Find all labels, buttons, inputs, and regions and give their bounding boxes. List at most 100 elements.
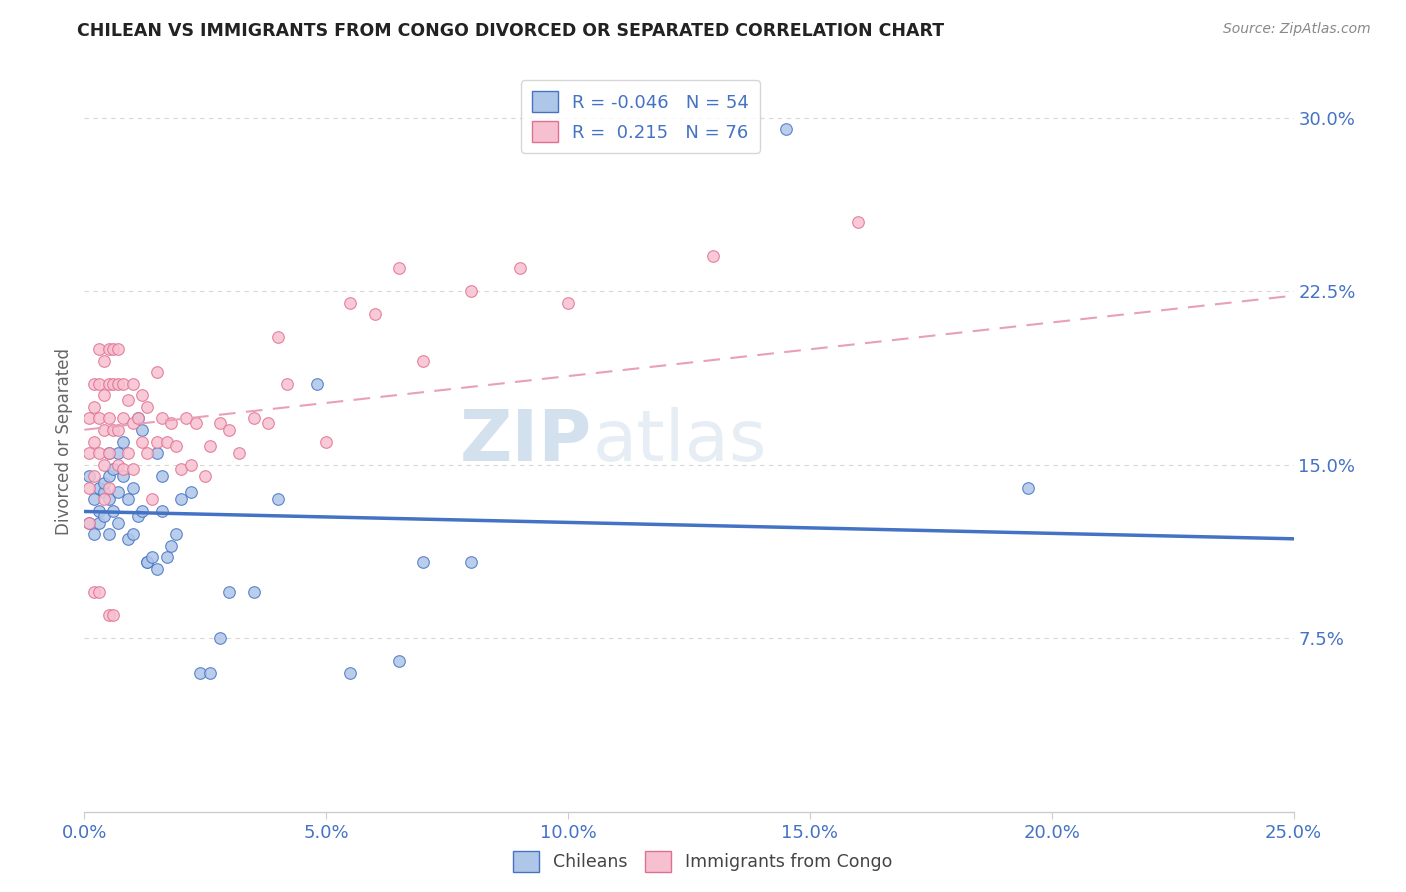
Point (77, 516, 100, 530)
Point (103, 504, 125, 518)
Point (155, 434, 177, 449)
Point (117, 392, 139, 407)
Point (131, 504, 153, 518)
Point (83, 527, 105, 541)
Legend: Chileans, Immigrants from Congo: Chileans, Immigrants from Congo (506, 844, 900, 879)
Point (121, 416, 143, 430)
Point (509, 260, 531, 275)
Point (131, 423, 153, 437)
Point (107, 342, 129, 356)
Point (412, 353, 434, 368)
Point (136, 555, 159, 569)
Point (103, 423, 125, 437)
Point (97, 411, 120, 425)
Point (190, 665, 212, 680)
Text: Source: ZipAtlas.com: Source: ZipAtlas.com (1223, 22, 1371, 37)
Point (83, 376, 105, 391)
Point (97, 446, 120, 460)
Point (363, 307, 385, 321)
Point (141, 492, 163, 507)
Point (136, 555, 159, 569)
Point (87, 585, 110, 599)
Point (388, 260, 411, 275)
Point (107, 458, 129, 472)
Point (150, 469, 173, 483)
Point (146, 562, 169, 576)
Point (107, 376, 129, 391)
Point (107, 516, 129, 530)
Point (165, 527, 187, 541)
Point (103, 462, 125, 476)
Point (93, 423, 115, 437)
Point (276, 376, 298, 391)
Point (93, 476, 115, 491)
Point (218, 585, 240, 599)
Point (87, 376, 110, 391)
Point (127, 411, 149, 425)
Point (146, 434, 169, 449)
Text: atlas: atlas (592, 407, 766, 476)
Point (846, 215, 869, 229)
Point (103, 376, 125, 391)
Point (170, 462, 193, 476)
Point (77, 469, 100, 483)
Point (121, 481, 143, 495)
Point (198, 665, 221, 680)
Point (121, 527, 143, 541)
Point (93, 508, 115, 523)
Point (77, 481, 100, 495)
Point (103, 608, 125, 623)
Point (160, 539, 183, 553)
Point (557, 295, 579, 310)
Point (315, 434, 337, 449)
Point (87, 481, 110, 495)
Point (180, 458, 202, 472)
Point (775, 122, 797, 136)
Point (150, 411, 173, 425)
Point (127, 508, 149, 523)
Point (208, 631, 231, 645)
Point (87, 516, 110, 530)
Point (146, 365, 169, 379)
Point (87, 342, 110, 356)
Point (267, 330, 290, 344)
Point (83, 492, 105, 507)
Point (117, 492, 139, 507)
Text: CHILEAN VS IMMIGRANTS FROM CONGO DIVORCED OR SEPARATED CORRELATION CHART: CHILEAN VS IMMIGRANTS FROM CONGO DIVORCE… (77, 22, 945, 40)
Point (180, 485, 202, 500)
Point (112, 411, 135, 425)
Point (170, 492, 193, 507)
Point (117, 532, 139, 546)
Point (97, 376, 120, 391)
Point (267, 492, 290, 507)
Point (83, 400, 105, 414)
Point (83, 585, 105, 599)
Point (93, 458, 115, 472)
Point (136, 400, 159, 414)
Point (165, 439, 187, 453)
Point (150, 504, 173, 518)
Point (146, 446, 169, 460)
Point (141, 550, 163, 565)
Point (97, 608, 120, 623)
Point (112, 434, 135, 449)
Point (460, 555, 482, 569)
Point (87, 504, 110, 518)
Point (388, 654, 411, 668)
Point (1017, 481, 1039, 495)
Point (242, 411, 264, 425)
Y-axis label: Divorced or Separated: Divorced or Separated (55, 348, 73, 535)
Point (228, 446, 250, 460)
Legend: R = -0.046   N = 54, R =  0.215   N = 76: R = -0.046 N = 54, R = 0.215 N = 76 (522, 80, 759, 153)
Point (412, 555, 434, 569)
Point (93, 388, 115, 402)
Point (93, 353, 115, 368)
Point (87, 446, 110, 460)
Text: ZIP: ZIP (460, 407, 592, 476)
Point (208, 416, 231, 430)
Point (103, 342, 125, 356)
Point (218, 423, 240, 437)
Point (77, 516, 100, 530)
Point (184, 416, 207, 430)
Point (112, 462, 135, 476)
